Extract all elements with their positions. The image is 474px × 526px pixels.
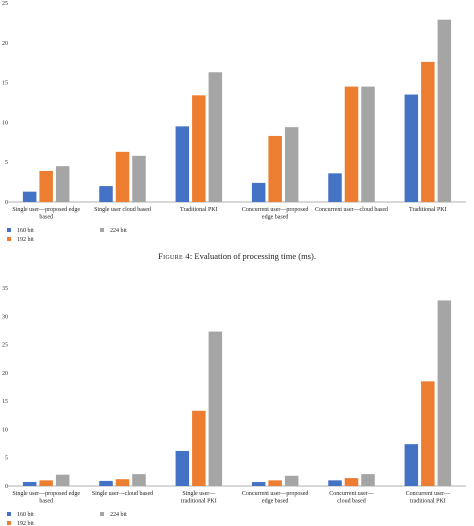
category-label: Concurrent user—: [406, 491, 451, 497]
y-tick-label: 20: [2, 41, 8, 47]
category-label: traditional PKI: [181, 499, 217, 505]
bar-160-bit: [328, 173, 342, 202]
y-tick-label: 10: [2, 120, 8, 126]
legend-label: 160 bit: [17, 228, 34, 234]
y-tick-label: 5: [5, 160, 8, 166]
category-label: cloud based: [337, 499, 366, 505]
figure-number: Figure 4: [158, 251, 190, 261]
category-label: Concurrent user—: [329, 491, 374, 497]
category-label: edge based: [262, 499, 289, 505]
bar-224-bit: [361, 86, 375, 202]
y-tick-label: 0: [5, 484, 8, 490]
bar-160-bit: [404, 94, 419, 202]
category-label: edge based: [262, 215, 289, 221]
legend-label: 192 bit: [17, 237, 34, 243]
bar-192-bit: [268, 480, 282, 486]
y-tick-label: 15: [2, 81, 8, 87]
y-tick-label: 20: [2, 371, 8, 377]
bar-192-bit: [39, 170, 53, 202]
legend-swatch: [7, 237, 11, 241]
category-label: Single user—proposed edge: [12, 491, 80, 497]
bar-160-bit: [175, 126, 190, 202]
bar-192-bit: [344, 478, 359, 486]
bar-160-bit: [99, 186, 113, 202]
category-label: Traditional PKI: [180, 207, 218, 213]
bar-224-bit: [132, 155, 146, 202]
bar-160-bit: [22, 191, 37, 202]
y-tick-label: 25: [2, 343, 8, 349]
y-tick-label: 5: [5, 456, 8, 462]
bar-224-bit: [55, 474, 70, 486]
category-label: Single user—: [182, 491, 216, 497]
bar-224-bit: [437, 300, 452, 486]
bar-192-bit: [268, 135, 282, 202]
y-tick-label: 10: [2, 427, 8, 433]
chart-second: 0 5 10 15 20 25 30 35 Single user—proposed edge b…: [2, 286, 466, 526]
y-tick-label: 25: [2, 1, 8, 7]
chart-processing-time: 0 5 10 15 20 25 Single user—proposed edge based…: [2, 1, 466, 243]
bar-192-bit: [421, 381, 435, 486]
figure-caption: Figure 4: Evaluation of processing time …: [0, 251, 474, 261]
bar-192-bit: [115, 479, 130, 486]
bar-224-bit: [437, 19, 452, 202]
bar-224-bit: [208, 72, 223, 202]
legend-swatch: [100, 512, 104, 516]
legend-swatch: [7, 512, 11, 516]
bar-160-bit: [175, 450, 190, 486]
y-tick-label: 35: [2, 286, 8, 292]
legend-label: 224 bit: [110, 512, 127, 518]
category-label: Concurrent user—proposed: [242, 491, 308, 497]
bar-224-bit: [284, 127, 299, 202]
category-label: traditional PKI: [410, 499, 446, 505]
category-label: Traditional PKI: [409, 207, 447, 213]
bar-224-bit: [132, 474, 146, 486]
bar-160-bit: [251, 182, 266, 202]
bar-192-bit: [192, 410, 206, 486]
bar-192-bit: [115, 151, 130, 202]
legend-swatch: [7, 228, 11, 232]
bar-160-bit: [99, 480, 113, 486]
category-label: Single user—proposed edge: [12, 207, 80, 213]
y-tick-label: 30: [2, 314, 8, 320]
bar-160-bit: [328, 480, 342, 486]
bar-224-bit: [361, 474, 375, 486]
y-tick-label: 15: [2, 399, 8, 405]
bar-160-bit: [22, 482, 37, 486]
legend-label: 224 bit: [110, 228, 127, 234]
category-label: Single user cloud based: [94, 207, 151, 213]
category-label: Concurrent user—proposed: [242, 207, 308, 213]
legend-label: 192 bit: [17, 521, 34, 526]
bar-224-bit: [208, 331, 223, 486]
bar-160-bit: [404, 444, 419, 486]
legend-label: 160 bit: [17, 512, 34, 518]
category-label: Concurrent user—cloud based: [315, 207, 388, 213]
figure-caption-text: : Evaluation of processing time (ms).: [189, 251, 316, 261]
bar-160-bit: [251, 482, 266, 486]
category-label: based: [39, 215, 53, 221]
category-label: Single user—cloud based: [92, 491, 153, 497]
bar-192-bit: [39, 480, 53, 486]
legend-swatch: [100, 228, 104, 232]
bar-192-bit: [421, 61, 435, 203]
bar-224-bit: [284, 475, 299, 486]
bar-224-bit: [55, 166, 70, 202]
bar-192-bit: [344, 86, 359, 202]
legend-swatch: [7, 521, 11, 525]
category-label: based: [39, 499, 53, 505]
y-tick-label: 0: [5, 200, 8, 206]
bar-192-bit: [192, 95, 206, 202]
